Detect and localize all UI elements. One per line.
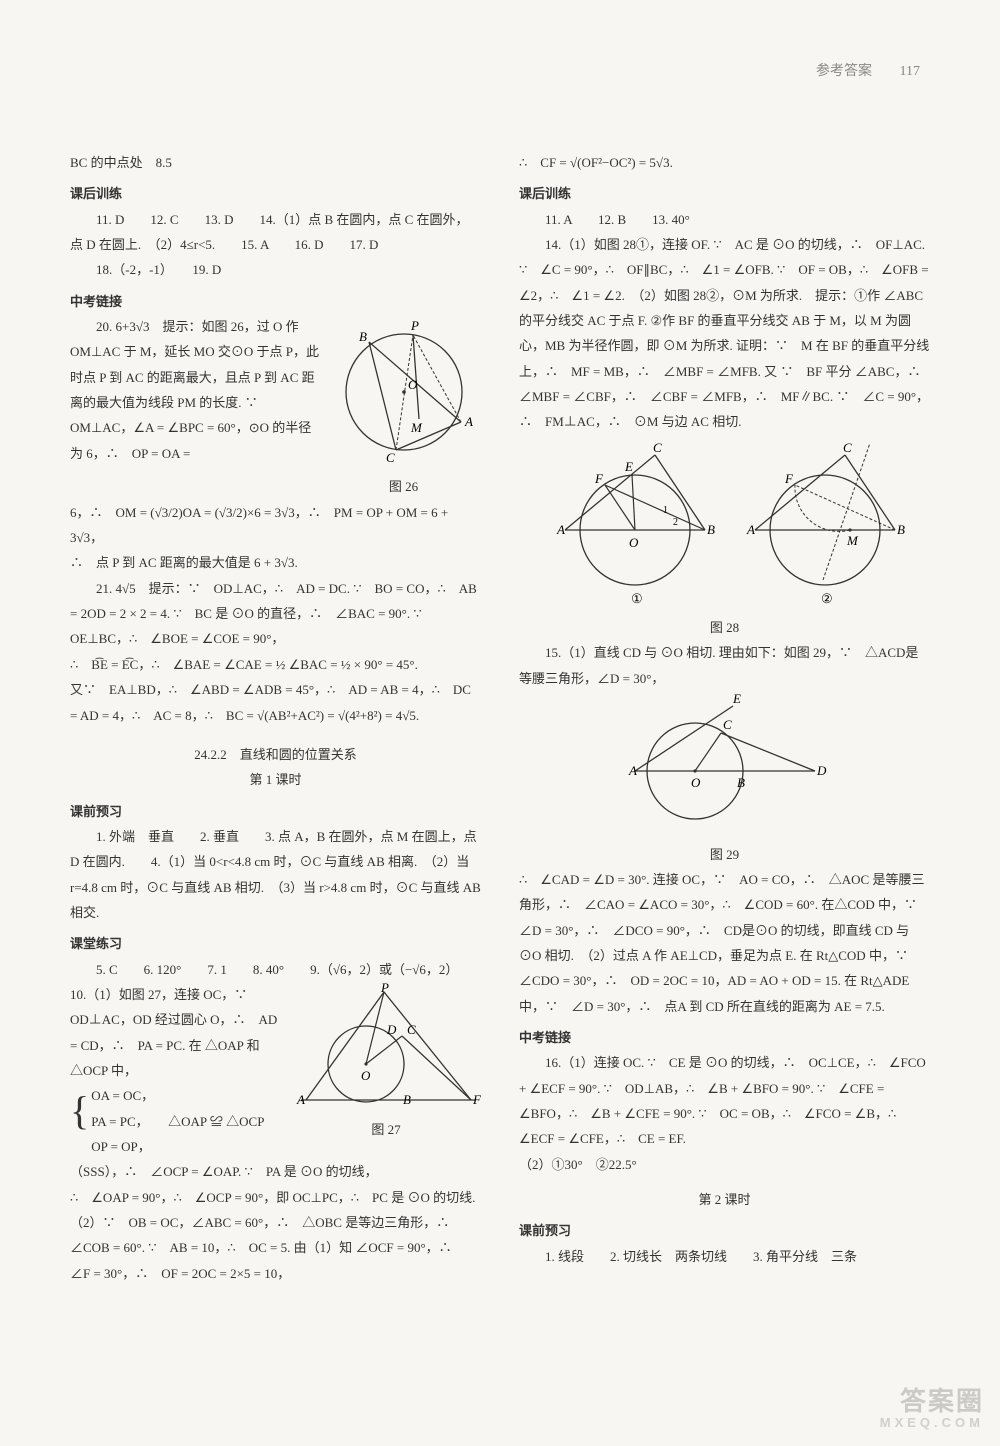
fig29-caption: 图 29 bbox=[519, 842, 930, 867]
svg-text:F: F bbox=[472, 1092, 481, 1107]
svg-text:E: E bbox=[732, 691, 741, 706]
lesson-label: 第 2 课时 bbox=[519, 1187, 930, 1212]
watermark-sub: MXEQ.COM bbox=[880, 1416, 984, 1430]
fig28-caption: 图 28 bbox=[519, 615, 930, 640]
svg-text:D: D bbox=[386, 1022, 397, 1037]
case-line: PA = PC， △OAP ≌ △OCP bbox=[91, 1109, 264, 1134]
section-title: 中考链接 bbox=[519, 1025, 930, 1050]
text-line: 14.（1）如图 28①，连接 OF. ∵ AC 是 ⊙O 的切线，∴ OF⊥A… bbox=[519, 232, 930, 435]
fig27-svg: P C D A O B F bbox=[291, 982, 481, 1107]
page-header: 参考答案 117 bbox=[816, 60, 920, 80]
case-line: OP = OP， bbox=[91, 1134, 264, 1159]
svg-text:O: O bbox=[408, 377, 418, 392]
figure-27: P C D A O B F 图 27 bbox=[291, 982, 481, 1143]
case-line: OA = OC， bbox=[91, 1083, 264, 1108]
svg-text:1: 1 bbox=[663, 505, 668, 516]
page-number: 117 bbox=[900, 64, 920, 79]
svg-text:B: B bbox=[737, 775, 745, 790]
svg-text:O: O bbox=[629, 535, 639, 550]
text-line: ∴ ∠OAP = 90°，∴ ∠OCP = 90°，即 OC⊥PC，∴ PC 是… bbox=[70, 1185, 481, 1286]
header-label: 参考答案 bbox=[816, 64, 872, 79]
svg-text:B: B bbox=[359, 329, 367, 344]
text-line: BC 的中点处 8.5 bbox=[70, 150, 481, 175]
svg-text:A: A bbox=[556, 522, 565, 537]
fig27-caption: 图 27 bbox=[291, 1117, 481, 1142]
section-title: 课堂练习 bbox=[70, 931, 481, 956]
svg-text:F: F bbox=[784, 471, 794, 486]
lesson-label: 第 1 课时 bbox=[70, 767, 481, 792]
text-line: 16.（1）连接 OC. ∵ CE 是 ⊙O 的切线，∴ OC⊥CE，∴ ∠FC… bbox=[519, 1050, 930, 1151]
svg-text:A: A bbox=[464, 414, 473, 429]
page: 参考答案 117 BC 的中点处 8.5 课后训练 11. D 12. C 13… bbox=[0, 0, 1000, 1446]
svg-text:M: M bbox=[410, 420, 423, 435]
figure-29: A O B D C E 图 29 bbox=[519, 691, 930, 867]
text-line: 21. 4√5 提示：∵ OD⊥AC，∴ AD = DC. ∵ BO = CO，… bbox=[70, 576, 481, 652]
text-line: 11. A 12. B 13. 40° bbox=[519, 207, 930, 232]
cases-block: { OA = OC， PA = PC， △OAP ≌ △OCP OP = OP， bbox=[70, 1083, 285, 1159]
fig28-svg: A B O C E F 1 2 ① bbox=[545, 435, 905, 605]
text-line: 18.（-2，-1） 19. D bbox=[70, 257, 481, 282]
section-title: 中考链接 bbox=[70, 289, 481, 314]
section-title: 课前预习 bbox=[519, 1218, 930, 1243]
svg-text:O: O bbox=[361, 1068, 371, 1083]
brace-icon: { bbox=[70, 1083, 89, 1159]
text-line: ∴ 点 P 到 AC 距离的最大值是 6 + 3√3. bbox=[70, 550, 481, 575]
svg-text:O: O bbox=[691, 775, 701, 790]
watermark: 答案圈 MXEQ.COM bbox=[880, 1387, 984, 1430]
svg-text:F: F bbox=[594, 471, 604, 486]
fig26-svg: P B O M A C bbox=[326, 314, 481, 464]
text-line: 15.（1）直线 CD 与 ⊙O 相切. 理由如下：如图 29，∵ △ACD是等… bbox=[519, 640, 930, 691]
svg-text:B: B bbox=[707, 522, 715, 537]
svg-text:①: ① bbox=[631, 591, 643, 605]
fig26-caption: 图 26 bbox=[326, 474, 481, 499]
text-line: 6，∴ OM = (√3/2)OA = (√3/2)×6 = 3√3，∴ PM … bbox=[70, 500, 481, 551]
text-line: 1. 外端 垂直 2. 垂直 3. 点 A，B 在圆外，点 M 在圆上，点 D … bbox=[70, 824, 481, 925]
text-line: 1. 线段 2. 切线长 两条切线 3. 角平分线 三条 bbox=[519, 1244, 930, 1269]
svg-text:C: C bbox=[407, 1022, 416, 1037]
columns: BC 的中点处 8.5 课后训练 11. D 12. C 13. D 14.（1… bbox=[70, 150, 930, 1286]
svg-text:P: P bbox=[410, 318, 419, 333]
text-line: （SSS），∴ ∠OCP = ∠OAP. ∵ PA 是 ⊙O 的切线， bbox=[70, 1159, 481, 1184]
svg-text:C: C bbox=[843, 440, 852, 455]
svg-text:M: M bbox=[846, 533, 859, 548]
svg-text:A: A bbox=[746, 522, 755, 537]
section-title: 课后训练 bbox=[70, 181, 481, 206]
svg-text:②: ② bbox=[821, 591, 833, 605]
svg-text:C: C bbox=[386, 450, 395, 464]
svg-text:2: 2 bbox=[673, 517, 678, 528]
text-line: ∴ CF = √(OF²−OC²) = 5√3. bbox=[519, 150, 930, 175]
block-with-figure: P B O M A C 图 26 20. 6+3√3 提示：如图 26，过 O … bbox=[70, 314, 481, 500]
section-title: 课后训练 bbox=[519, 181, 930, 206]
text-line: ∴ ∠CAD = ∠D = 30°. 连接 OC，∵ AO = CO，∴ △AO… bbox=[519, 867, 930, 1019]
figure-26: P B O M A C 图 26 bbox=[326, 314, 481, 500]
text-line: 又∵ EA⊥BD，∴ ∠ABD = ∠ADB = 45°，∴ AD = AB =… bbox=[70, 677, 481, 728]
svg-text:E: E bbox=[624, 459, 633, 474]
left-column: BC 的中点处 8.5 课后训练 11. D 12. C 13. D 14.（1… bbox=[70, 150, 481, 1286]
svg-text:C: C bbox=[653, 440, 662, 455]
svg-text:D: D bbox=[816, 763, 827, 778]
svg-text:B: B bbox=[897, 522, 905, 537]
text-line: 11. D 12. C 13. D 14.（1）点 B 在圆内，点 C 在圆外，… bbox=[70, 207, 481, 258]
svg-text:P: P bbox=[380, 982, 389, 995]
svg-text:A: A bbox=[628, 763, 637, 778]
subsection-title: 24.2.2 直线和圆的位置关系 bbox=[70, 742, 481, 767]
svg-text:B: B bbox=[403, 1092, 411, 1107]
text-line: （2）①30° ②22.5° bbox=[519, 1152, 930, 1177]
svg-text:A: A bbox=[296, 1092, 305, 1107]
section-title: 课前预习 bbox=[70, 799, 481, 824]
watermark-main: 答案圈 bbox=[900, 1386, 984, 1416]
text-line: ∴ B͡E = E͡C，∴ ∠BAE = ∠CAE = ½ ∠BAC = ½ ×… bbox=[70, 652, 481, 677]
cases-lines: OA = OC， PA = PC， △OAP ≌ △OCP OP = OP， bbox=[91, 1083, 264, 1159]
figure-28: A B O C E F 1 2 ① bbox=[519, 435, 930, 641]
text-line: 5. C 6. 120° 7. 1 8. 40° 9.（√6，2）或（−√6，2… bbox=[70, 957, 481, 982]
fig29-svg: A O B D C E bbox=[615, 691, 835, 831]
block-with-figure: P C D A O B F 图 27 10.（1）如图 27，连接 OC，∵ O… bbox=[70, 982, 481, 1159]
svg-text:C: C bbox=[723, 717, 732, 732]
right-column: ∴ CF = √(OF²−OC²) = 5√3. 课后训练 11. A 12. … bbox=[519, 150, 930, 1286]
